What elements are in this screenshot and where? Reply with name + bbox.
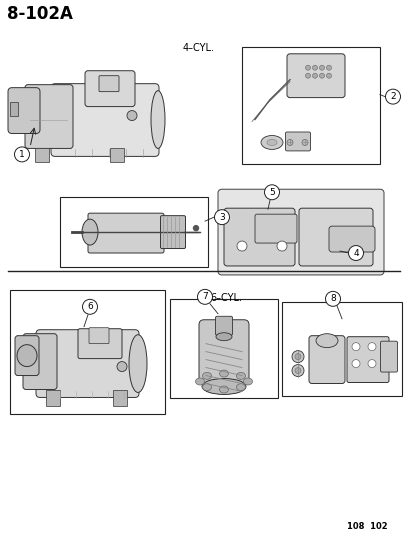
FancyBboxPatch shape bbox=[88, 213, 164, 253]
Circle shape bbox=[312, 73, 317, 78]
FancyBboxPatch shape bbox=[287, 54, 345, 98]
Ellipse shape bbox=[267, 140, 277, 146]
Ellipse shape bbox=[220, 370, 229, 377]
Ellipse shape bbox=[261, 135, 283, 149]
FancyBboxPatch shape bbox=[347, 337, 389, 383]
FancyBboxPatch shape bbox=[299, 208, 373, 266]
Text: 6: 6 bbox=[87, 302, 93, 311]
Bar bbox=[10, 102, 18, 116]
Circle shape bbox=[349, 246, 364, 261]
Circle shape bbox=[215, 209, 229, 224]
Circle shape bbox=[327, 65, 332, 70]
Circle shape bbox=[237, 241, 247, 251]
Bar bbox=[113, 391, 127, 407]
Bar bbox=[60, 197, 208, 267]
Circle shape bbox=[305, 73, 310, 78]
FancyBboxPatch shape bbox=[215, 316, 232, 335]
Bar bbox=[170, 299, 278, 399]
Circle shape bbox=[320, 73, 325, 78]
Text: 1: 1 bbox=[19, 150, 25, 159]
FancyBboxPatch shape bbox=[329, 226, 375, 252]
Ellipse shape bbox=[244, 378, 252, 385]
Circle shape bbox=[292, 351, 304, 362]
Circle shape bbox=[287, 140, 293, 146]
Circle shape bbox=[312, 65, 317, 70]
Text: 6–CYL.: 6–CYL. bbox=[210, 293, 242, 303]
Circle shape bbox=[327, 73, 332, 78]
Circle shape bbox=[295, 368, 301, 374]
FancyBboxPatch shape bbox=[381, 341, 398, 372]
Circle shape bbox=[305, 65, 310, 70]
Circle shape bbox=[264, 185, 279, 200]
Circle shape bbox=[320, 65, 325, 70]
Circle shape bbox=[15, 147, 29, 162]
FancyBboxPatch shape bbox=[161, 216, 186, 248]
FancyBboxPatch shape bbox=[309, 336, 345, 384]
FancyBboxPatch shape bbox=[51, 84, 159, 156]
Circle shape bbox=[352, 343, 360, 351]
Text: 7: 7 bbox=[202, 292, 208, 301]
Ellipse shape bbox=[203, 373, 212, 379]
Ellipse shape bbox=[82, 219, 98, 245]
Bar bbox=[282, 302, 402, 397]
FancyBboxPatch shape bbox=[25, 85, 73, 148]
Text: 8: 8 bbox=[330, 294, 336, 303]
FancyBboxPatch shape bbox=[199, 320, 249, 384]
Circle shape bbox=[193, 225, 198, 231]
Circle shape bbox=[368, 360, 376, 368]
Text: 5: 5 bbox=[269, 188, 275, 197]
Bar bbox=[242, 47, 380, 164]
Text: 3: 3 bbox=[219, 213, 225, 222]
FancyBboxPatch shape bbox=[255, 214, 297, 243]
Ellipse shape bbox=[316, 334, 338, 348]
Ellipse shape bbox=[17, 345, 37, 367]
Circle shape bbox=[302, 140, 308, 146]
FancyBboxPatch shape bbox=[286, 132, 310, 151]
Ellipse shape bbox=[195, 378, 205, 385]
Text: 8-102A: 8-102A bbox=[7, 5, 73, 23]
Ellipse shape bbox=[237, 373, 245, 379]
FancyBboxPatch shape bbox=[218, 189, 384, 275]
FancyBboxPatch shape bbox=[224, 208, 295, 266]
Ellipse shape bbox=[203, 384, 212, 391]
Bar bbox=[35, 148, 49, 163]
Circle shape bbox=[386, 89, 400, 104]
Ellipse shape bbox=[220, 386, 229, 393]
FancyBboxPatch shape bbox=[99, 76, 119, 92]
Circle shape bbox=[325, 292, 340, 306]
Circle shape bbox=[352, 360, 360, 368]
Ellipse shape bbox=[129, 335, 147, 392]
Circle shape bbox=[295, 353, 301, 360]
FancyBboxPatch shape bbox=[85, 71, 135, 107]
Circle shape bbox=[127, 110, 137, 120]
Circle shape bbox=[198, 289, 212, 304]
Circle shape bbox=[368, 343, 376, 351]
Text: 4–CYL.: 4–CYL. bbox=[183, 43, 215, 53]
Bar bbox=[10, 290, 165, 414]
Bar bbox=[46, 391, 60, 407]
FancyBboxPatch shape bbox=[78, 329, 122, 359]
FancyBboxPatch shape bbox=[89, 328, 109, 344]
Ellipse shape bbox=[151, 91, 165, 148]
Circle shape bbox=[117, 361, 127, 372]
Text: 4: 4 bbox=[353, 248, 359, 257]
Circle shape bbox=[277, 241, 287, 251]
FancyBboxPatch shape bbox=[8, 87, 40, 133]
Ellipse shape bbox=[202, 378, 246, 394]
FancyBboxPatch shape bbox=[36, 330, 139, 398]
Text: 2: 2 bbox=[390, 92, 396, 101]
Bar bbox=[110, 148, 124, 163]
FancyBboxPatch shape bbox=[23, 334, 57, 390]
Ellipse shape bbox=[216, 333, 232, 341]
Circle shape bbox=[83, 300, 98, 314]
Circle shape bbox=[292, 365, 304, 376]
Text: 108  102: 108 102 bbox=[347, 522, 388, 531]
FancyBboxPatch shape bbox=[15, 336, 39, 376]
Ellipse shape bbox=[237, 384, 245, 391]
